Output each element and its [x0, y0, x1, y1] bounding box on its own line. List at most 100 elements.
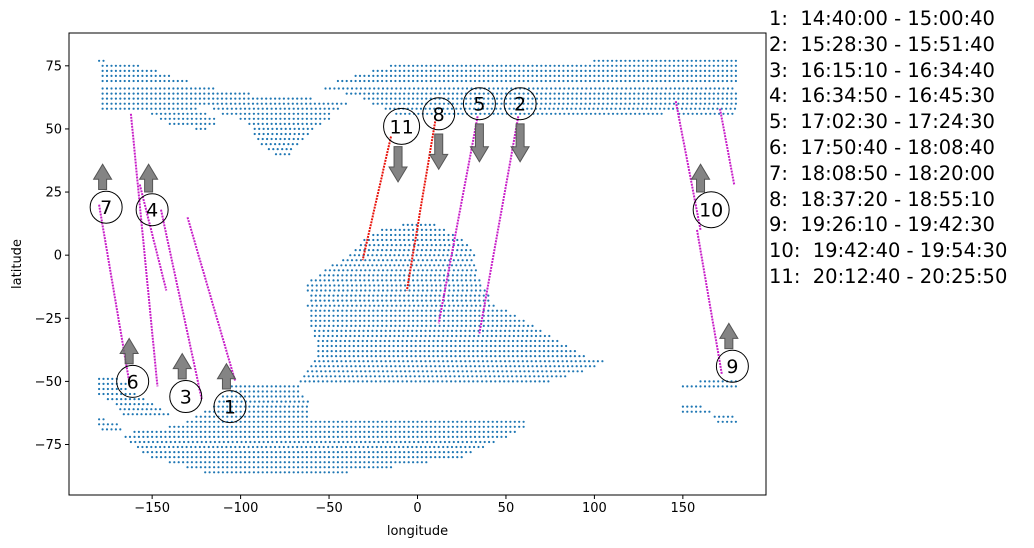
land-point: [509, 64, 512, 67]
land-point: [664, 59, 667, 62]
land-point: [544, 102, 547, 105]
land-point: [159, 102, 162, 105]
land-point: [721, 97, 724, 100]
land-point: [504, 309, 508, 312]
land-point: [142, 435, 145, 438]
land-point: [372, 294, 375, 297]
land-point: [151, 440, 155, 444]
land-point: [536, 112, 539, 115]
land-point: [367, 249, 370, 252]
land-point: [297, 430, 300, 433]
land-point: [424, 254, 427, 257]
land-point: [686, 92, 689, 95]
land-point: [655, 97, 658, 100]
land-point: [465, 97, 468, 100]
land-point: [443, 259, 446, 262]
land-point: [195, 415, 198, 418]
land-point: [525, 344, 528, 348]
land-point: [243, 385, 247, 388]
land-point: [476, 355, 479, 358]
land-point: [279, 395, 282, 398]
land-point: [350, 289, 354, 292]
land-point: [452, 269, 455, 272]
land-point: [283, 107, 286, 110]
land-point: [510, 375, 514, 378]
land-point: [317, 350, 320, 353]
land-point: [429, 451, 432, 454]
land-point: [434, 249, 437, 252]
land-point: [345, 451, 348, 454]
land-point: [159, 451, 163, 454]
land-point: [448, 370, 451, 373]
land-point: [284, 132, 287, 136]
land-point: [282, 445, 285, 449]
land-point: [583, 360, 586, 363]
land-point: [527, 64, 530, 67]
land-point: [372, 102, 375, 105]
land-point: [243, 466, 247, 469]
land-point: [624, 69, 627, 72]
land-point: [527, 74, 530, 77]
land-point: [473, 309, 477, 312]
land-point: [668, 92, 671, 95]
land-point: [332, 456, 335, 459]
land-point: [283, 456, 286, 459]
land-point: [128, 408, 131, 411]
land-point: [551, 350, 554, 353]
land-point: [447, 314, 450, 317]
land-point: [266, 390, 269, 393]
land-point: [358, 324, 362, 327]
land-point: [101, 79, 104, 83]
land-point: [425, 238, 428, 242]
legend-entry-3: 3: 16:15:10 - 16:34:40: [769, 58, 995, 82]
land-point: [403, 274, 406, 277]
land-point: [403, 420, 406, 423]
land-point: [420, 64, 423, 67]
land-point: [496, 324, 499, 327]
land-point: [194, 92, 197, 95]
land-point: [403, 97, 406, 100]
land-point: [434, 79, 437, 83]
land-point: [496, 69, 499, 72]
land-point: [460, 92, 463, 95]
land-point: [442, 451, 446, 454]
land-point: [376, 299, 379, 302]
land-point: [731, 415, 734, 418]
land-point: [429, 69, 432, 72]
land-point: [114, 87, 117, 90]
land-point: [606, 92, 609, 95]
land-point: [668, 79, 671, 83]
land-point: [416, 294, 419, 297]
land-point: [115, 392, 118, 396]
land-point: [203, 445, 206, 449]
land-point: [412, 319, 415, 322]
land-point: [354, 79, 357, 83]
land-point: [420, 314, 423, 317]
land-point: [225, 102, 228, 105]
land-point: [243, 97, 246, 100]
land-point: [442, 228, 446, 231]
land-point: [327, 107, 331, 110]
land-point: [230, 430, 233, 433]
land-point: [442, 274, 446, 277]
land-point: [465, 64, 468, 67]
land-point: [509, 314, 512, 317]
land-point: [461, 370, 464, 373]
land-point: [327, 314, 331, 317]
land-point: [310, 122, 313, 125]
land-point: [496, 64, 499, 67]
land-point: [412, 304, 416, 307]
land-point: [482, 324, 485, 327]
land-point: [350, 87, 354, 90]
land-point: [699, 59, 702, 62]
land-point: [678, 87, 681, 90]
land-point: [101, 428, 104, 431]
land-point: [465, 314, 468, 317]
land-point: [288, 405, 291, 408]
land-point: [203, 92, 206, 95]
land-point: [412, 97, 415, 100]
land-point: [507, 339, 510, 343]
land-point: [438, 425, 441, 428]
land-point: [601, 107, 604, 110]
land-point: [335, 329, 339, 332]
